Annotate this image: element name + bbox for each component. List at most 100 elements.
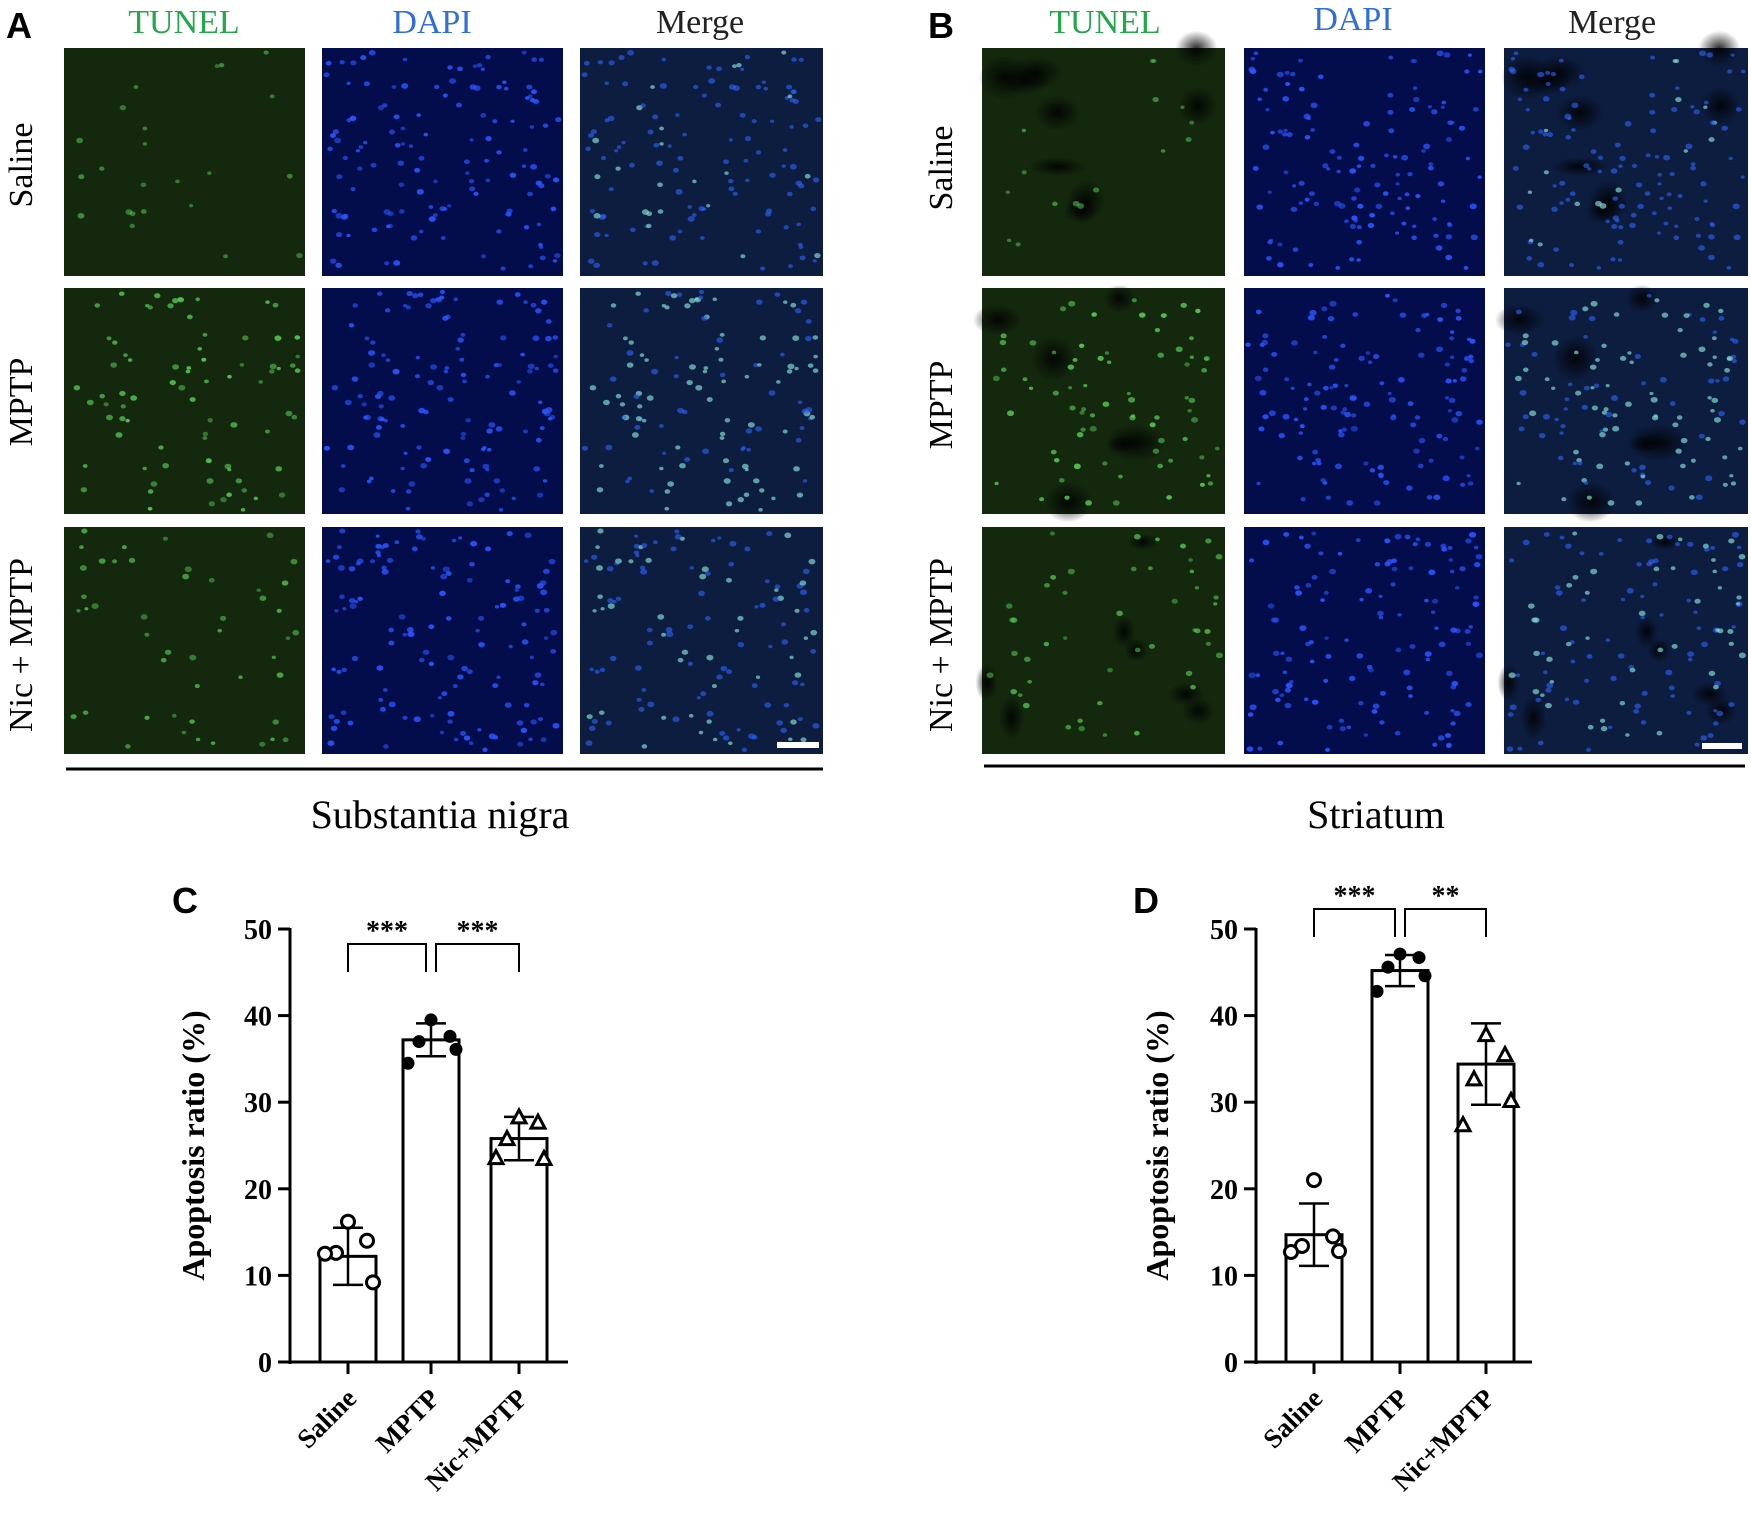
nucleus: [1446, 670, 1453, 677]
nucleus: [269, 369, 275, 374]
nucleus: [418, 155, 425, 161]
nucleus: [1672, 422, 1679, 428]
nucleus: [1425, 657, 1431, 662]
nucleus: [605, 444, 613, 451]
nucleus: [809, 414, 816, 420]
nucleus: [1440, 302, 1448, 308]
nucleus: [1659, 613, 1664, 617]
nucleus: [439, 295, 445, 300]
nucleus: [406, 627, 414, 633]
nucleus: [596, 487, 604, 493]
nucleus: [1359, 597, 1364, 602]
nucleus: [790, 719, 797, 725]
tissue-hole: [1043, 481, 1093, 523]
nucleus: [522, 148, 528, 152]
nucleus: [1409, 643, 1416, 649]
nucleus: [1537, 262, 1545, 268]
nucleus: [468, 741, 474, 746]
nucleus: [341, 667, 348, 673]
nucleus: [1189, 569, 1195, 574]
nucleus: [98, 558, 106, 564]
nucleus: [595, 565, 604, 571]
nucleus: [1205, 538, 1212, 544]
nucleus: [444, 366, 450, 370]
nucleus: [1379, 381, 1385, 386]
data-point: [340, 1213, 356, 1230]
nucleus: [1454, 586, 1460, 590]
nucleus: [594, 174, 601, 180]
nucleus: [535, 180, 543, 186]
nucleus: [755, 299, 763, 305]
data-point: [1495, 1044, 1515, 1063]
nucleus: [458, 536, 463, 540]
nucleus: [266, 532, 274, 539]
nucleus: [416, 445, 422, 450]
nucleus: [1028, 386, 1034, 390]
nucleus: [1567, 382, 1573, 387]
nucleus: [1356, 653, 1364, 659]
nucleus: [1138, 312, 1146, 318]
nucleus: [414, 374, 421, 379]
nucleus: [1666, 192, 1672, 197]
nucleus: [1514, 375, 1522, 382]
nucleus: [1635, 182, 1643, 188]
nucleus: [463, 159, 470, 165]
nucleus: [379, 706, 387, 712]
nucleus: [429, 713, 435, 718]
nucleus: [1564, 397, 1570, 402]
nucleus: [780, 727, 787, 733]
nucleus: [253, 496, 259, 501]
nucleus: [351, 376, 359, 382]
nucleus: [1158, 437, 1165, 444]
nucleus: [164, 649, 172, 655]
nucleus: [1395, 182, 1400, 186]
nucleus: [470, 540, 478, 547]
nucleus: [1436, 50, 1444, 57]
nucleus: [534, 366, 539, 371]
nucleus: [1445, 254, 1453, 261]
data-point: [1381, 960, 1395, 974]
nucleus: [726, 577, 732, 583]
nucleus: [1729, 474, 1734, 478]
nucleus: [1728, 538, 1735, 544]
nucleus: [1412, 224, 1417, 228]
nucleus: [1626, 588, 1634, 594]
nucleus: [484, 492, 490, 498]
nucleus: [219, 615, 227, 621]
nucleus: [1280, 651, 1285, 655]
nucleus: [1731, 531, 1740, 538]
nucleus: [480, 67, 485, 71]
nucleus: [1405, 206, 1411, 211]
nucleus: [701, 93, 707, 98]
nucleus: [745, 178, 750, 183]
nucleus: [1612, 413, 1618, 418]
nucleus: [442, 93, 448, 98]
nucleus: [1596, 266, 1602, 270]
nucleus: [790, 302, 797, 308]
nucleus: [627, 49, 635, 56]
nucleus: [1656, 231, 1661, 235]
tissue-hole: [1497, 663, 1521, 702]
nucleus: [1154, 415, 1160, 420]
nucleus: [1736, 602, 1741, 606]
nucleus: [1311, 699, 1319, 705]
nucleus: [1740, 175, 1745, 179]
nucleus: [1680, 463, 1686, 469]
nucleus: [637, 404, 643, 409]
nucleus: [1171, 598, 1178, 604]
nucleus: [667, 481, 675, 487]
nucleus: [715, 102, 722, 108]
nucleus: [394, 540, 400, 545]
nucleus: [1414, 415, 1421, 420]
nucleus: [1728, 701, 1735, 707]
nucleus: [1634, 354, 1641, 359]
data-point: [528, 1111, 548, 1130]
nucleus: [292, 629, 300, 636]
nucleus: [1261, 339, 1269, 346]
nucleus: [1586, 495, 1592, 500]
nucleus: [994, 481, 999, 486]
nucleus: [1357, 155, 1365, 161]
nucleus: [461, 665, 468, 672]
nucleus: [667, 144, 672, 148]
nucleus: [387, 211, 394, 217]
